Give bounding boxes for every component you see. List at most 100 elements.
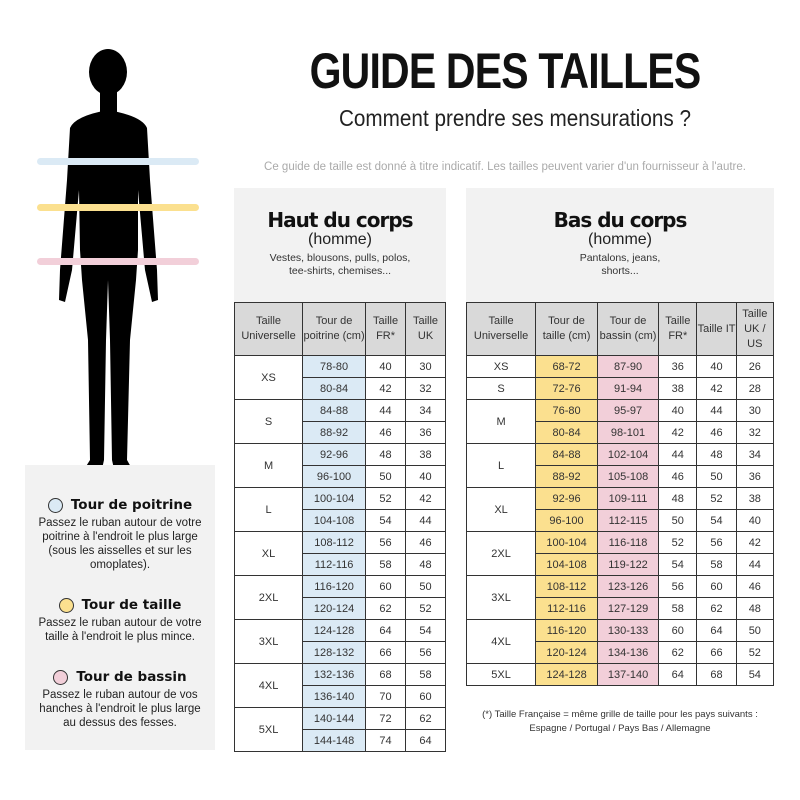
table-row: XL 108-112 56 46 [233,531,446,576]
value-cell: 140-144 [302,707,367,730]
value-cell: 30 [405,355,446,378]
value-cell: 100-104 [535,531,598,554]
value-cell: 54 [365,509,407,532]
value-cell: 124-128 [535,663,598,686]
circle-icon [53,669,69,685]
size-cell: 4XL [233,663,304,708]
value-cell: 40 [696,355,737,378]
value-cell: 34 [405,399,446,422]
table-row: M 92-96 48 38 [233,443,446,488]
value-cell: 52 [405,597,446,620]
legend-text: Passez le ruban autour de votre taille à… [38,617,202,643]
value-cell: 100-104 [302,487,367,510]
table-row: 3XL 108-112 123-126 56 60 46 [465,575,775,620]
value-cell: 42 [696,377,737,400]
table-row: 120-124 134-136 62 66 52 [467,641,775,664]
value-cell: 102-104 [596,443,660,466]
value-cell: 44 [405,509,446,532]
value-cell: 44 [696,399,737,422]
value-cell: 127-129 [596,597,660,620]
value-cell: 50 [405,575,446,598]
column-header: Taille FR* [658,302,698,356]
value-cell: 38 [735,487,775,510]
size-cell: 3XL [233,619,304,664]
value-cell: 50 [365,465,407,488]
hips-line [37,258,199,265]
value-cell: 124-128 [302,619,367,642]
table-row: 104-108 119-122 54 58 44 [467,553,775,576]
value-cell: 64 [405,729,446,752]
value-cell: 46 [365,421,407,444]
value-cell: 130-133 [596,619,660,642]
value-cell: 58 [658,597,698,620]
value-cell: 56 [405,641,446,664]
column-header: Taille FR* [365,302,407,356]
table-row: XS 68-72 87-90 36 40 26 [465,355,775,378]
size-cell: XS [233,355,304,400]
size-cell: XL [465,487,537,532]
column-header: Taille Universelle [233,302,304,356]
size-cell: 3XL [465,575,537,620]
value-cell: 32 [405,377,446,400]
value-cell: 84-88 [535,443,598,466]
measurement-legend: Tour de poitrine Passez le ruban autour … [25,465,215,750]
bottom-panel: Bas du corps (homme) Pantalons, jeans, s… [466,188,774,302]
table-row: L 84-88 102-104 44 48 34 [465,443,775,488]
value-cell: 68-72 [535,355,598,378]
value-cell: 54 [405,619,446,642]
value-cell: 74 [365,729,407,752]
value-cell: 38 [405,443,446,466]
size-cell: 2XL [465,531,537,576]
value-cell: 46 [696,421,737,444]
value-cell: 137-140 [596,663,660,686]
value-cell: 119-122 [596,553,660,576]
value-cell: 48 [365,443,407,466]
value-cell: 64 [658,663,698,686]
value-cell: 54 [696,509,737,532]
value-cell: 64 [365,619,407,642]
value-cell: 87-90 [596,355,660,378]
value-cell: 36 [658,355,698,378]
column-header: Tour de taille (cm) [535,302,598,356]
value-cell: 60 [658,619,698,642]
value-cell: 56 [365,531,407,554]
value-cell: 52 [658,531,698,554]
size-cell: 4XL [465,619,537,664]
value-cell: 60 [365,575,407,598]
value-cell: 116-120 [535,619,598,642]
value-cell: 44 [365,399,407,422]
top-size-table: Taille Universelle Tour de poitrine (cm) T… [233,302,446,752]
value-cell: 76-80 [535,399,598,422]
table-row: XL 92-96 109-111 48 52 38 [465,487,775,532]
value-cell: 36 [405,421,446,444]
value-cell: 128-132 [302,641,367,664]
table-row: 4XL 116-120 130-133 60 64 50 [465,619,775,664]
size-cell: 5XL [233,707,304,752]
value-cell: 70 [365,685,407,708]
value-cell: 36 [735,465,775,488]
value-cell: 66 [365,641,407,664]
table-row: 2XL 116-120 60 50 [233,575,446,620]
table-row: 4XL 132-136 68 58 [233,663,446,708]
column-header: Tour de bassin (cm) [596,302,660,356]
table-row: S 84-88 44 34 [233,399,446,444]
table-row: 96-100 112-115 50 54 40 [467,509,775,532]
table-row: L 100-104 52 42 [233,487,446,532]
footnote-line-2: Espagne / Portugal / Pays Bas / Allemagn… [529,723,711,734]
value-cell: 54 [658,553,698,576]
size-cell: 2XL [233,575,304,620]
size-cell: 5XL [465,663,537,686]
value-cell: 92-96 [535,487,598,510]
legend-waist: Tour de taille Passez le ruban autour de… [25,597,215,644]
legend-hips: Tour de bassin Passez le ruban autour de… [25,669,215,730]
size-cell: M [465,399,537,444]
value-cell: 104-108 [535,553,598,576]
size-cell: L [233,487,304,532]
column-header: Taille UK [405,302,446,356]
value-cell: 62 [405,707,446,730]
top-subtitle: (homme) [307,231,372,248]
top-desc: Vestes, blousons, pulls, polos, tee-shir… [269,252,411,277]
value-cell: 120-124 [535,641,598,664]
value-cell: 60 [405,685,446,708]
